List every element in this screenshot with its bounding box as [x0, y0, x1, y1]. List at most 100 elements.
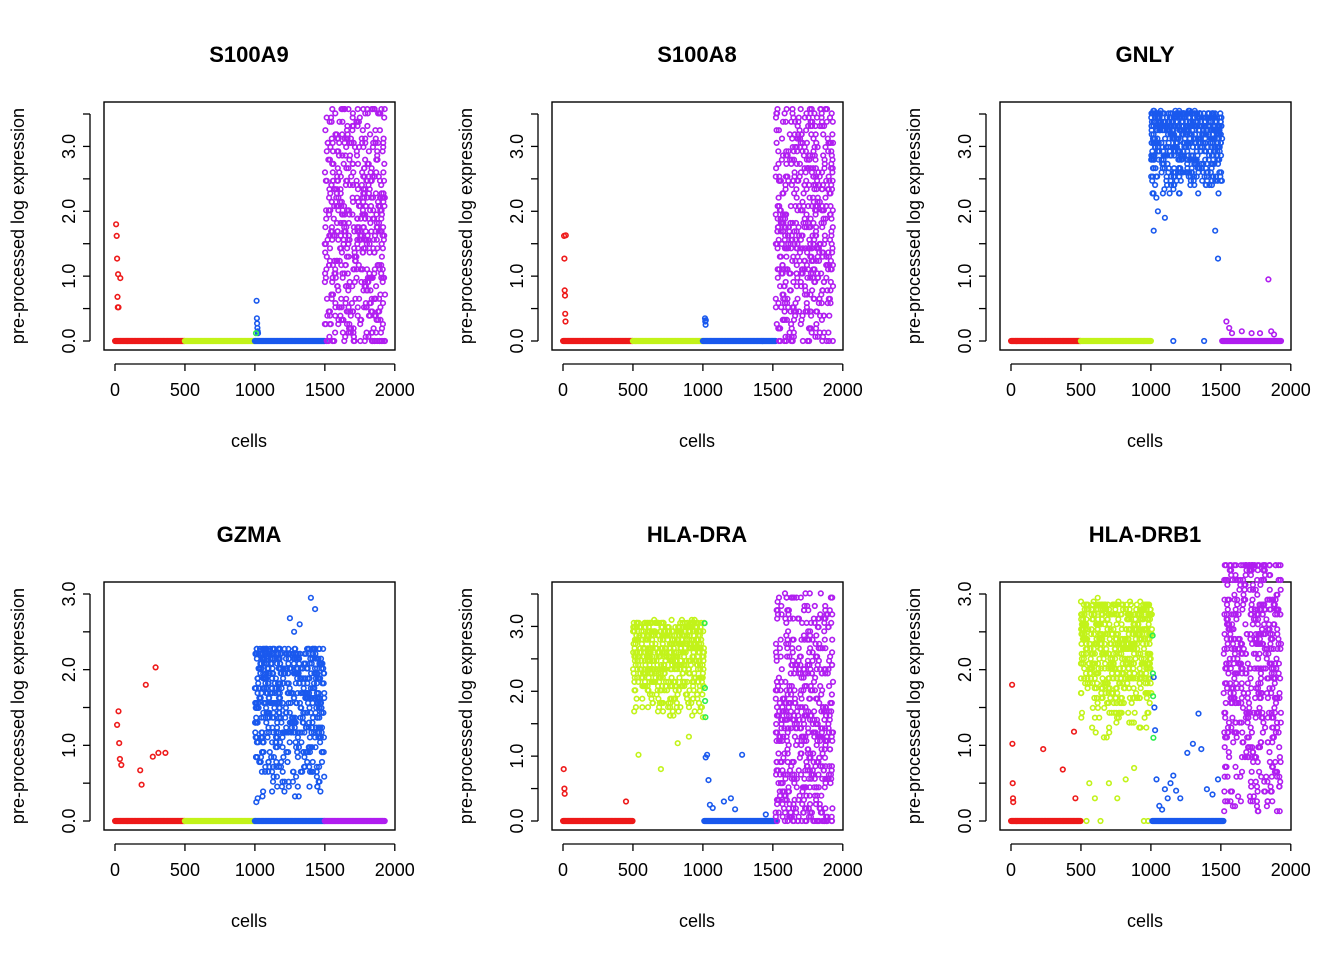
data-point	[332, 110, 339, 117]
data-point	[350, 337, 357, 345]
data-point	[347, 329, 354, 336]
data-point	[806, 194, 813, 201]
data-point	[774, 240, 781, 248]
data-point	[823, 274, 830, 281]
data-point	[709, 804, 716, 812]
data-point	[1150, 227, 1157, 234]
data-point	[360, 105, 367, 113]
data-point	[782, 333, 789, 340]
data-point	[639, 704, 646, 711]
data-point	[821, 628, 828, 635]
data-point	[1223, 318, 1230, 325]
data-point	[807, 253, 814, 260]
panel-title: S100A9	[209, 42, 289, 67]
data-point	[799, 198, 806, 205]
y-axis: 0.01.02.03.0	[955, 113, 987, 354]
y-tick-label: 1.0	[507, 744, 527, 769]
data-point	[1193, 148, 1200, 155]
data-point	[828, 691, 836, 698]
data-point	[306, 704, 313, 711]
data-point	[664, 624, 671, 631]
data-point	[296, 660, 303, 667]
data-point	[777, 253, 785, 260]
data-point	[788, 118, 795, 125]
data-point	[283, 724, 290, 731]
data-point	[804, 308, 811, 315]
data-point	[300, 685, 307, 692]
y-tick-label: 3.0	[507, 614, 527, 639]
data-point	[676, 674, 683, 681]
data-point	[351, 278, 358, 286]
data-point	[685, 733, 692, 740]
data-point	[828, 181, 835, 189]
data-point	[276, 694, 284, 702]
data-point	[363, 304, 370, 311]
data-point	[116, 755, 123, 763]
data-point	[1180, 139, 1187, 146]
data-point	[773, 139, 780, 146]
data-point	[279, 744, 286, 751]
data-point	[307, 594, 315, 601]
data-point	[1195, 127, 1202, 134]
data-point	[342, 262, 349, 269]
y-tick-label: 1.0	[955, 264, 975, 289]
data-point	[644, 687, 651, 694]
x-tick-label: 2000	[823, 380, 863, 400]
data-point	[1191, 181, 1198, 189]
data-points	[559, 105, 837, 345]
data-point	[1148, 114, 1155, 121]
data-point	[357, 321, 364, 328]
data-point	[334, 257, 341, 265]
plot-frame	[551, 101, 844, 351]
data-point	[806, 105, 814, 113]
data-point	[334, 186, 341, 193]
data-point	[293, 699, 300, 707]
data-point	[317, 739, 324, 746]
data-point	[331, 337, 338, 345]
data-point	[779, 190, 786, 197]
data-point	[339, 118, 346, 125]
data-point	[349, 211, 356, 218]
data-point	[336, 169, 343, 176]
data-point	[702, 697, 709, 705]
data-point	[380, 135, 387, 142]
data-point	[561, 287, 568, 294]
data-point	[822, 236, 829, 243]
data-point	[354, 304, 361, 311]
data-point	[805, 266, 812, 273]
data-point	[155, 749, 162, 757]
data-point	[365, 312, 373, 319]
data-point	[829, 131, 836, 138]
data-point	[329, 139, 336, 146]
data-point	[340, 203, 348, 210]
y-tick-label: 0.0	[507, 808, 527, 833]
data-point	[780, 295, 787, 302]
data-point	[260, 739, 267, 746]
data-point	[269, 675, 276, 682]
data-point	[305, 719, 313, 726]
data-point	[344, 245, 351, 252]
data-point	[813, 224, 820, 231]
data-point	[561, 785, 568, 792]
data-point	[152, 664, 159, 671]
data-point	[380, 169, 387, 176]
data-point	[290, 694, 298, 702]
x-tick-label: 1000	[683, 380, 723, 400]
data-point	[257, 758, 264, 766]
data-point	[1256, 330, 1264, 337]
y-tick-label: 0.0	[59, 808, 79, 833]
data-point	[265, 768, 272, 775]
data-point	[265, 758, 272, 766]
data-point	[331, 203, 338, 210]
data-point	[822, 144, 829, 151]
data-point	[774, 228, 781, 235]
data-point	[810, 165, 817, 172]
data-point	[793, 270, 800, 277]
data-point	[343, 295, 350, 302]
data-point	[808, 245, 815, 252]
x-tick-label: 1000	[235, 860, 275, 880]
data-point	[298, 704, 305, 711]
data-point	[348, 300, 356, 307]
data-point	[814, 333, 821, 340]
data-point	[369, 215, 377, 222]
